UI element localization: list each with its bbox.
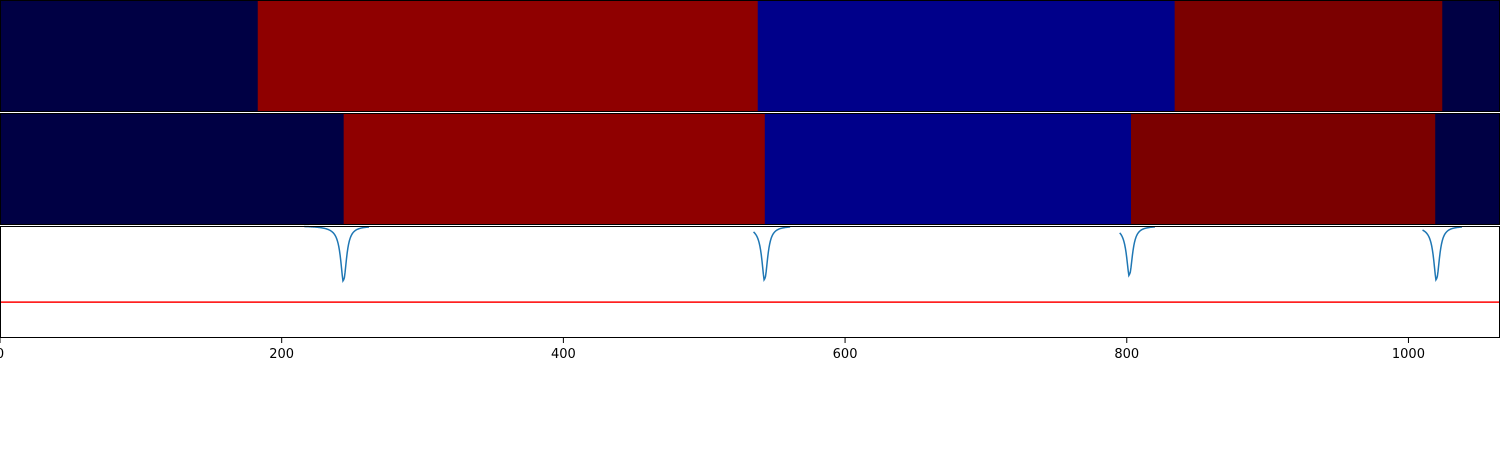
segment-cell	[1435, 113, 1500, 225]
signal-dip	[304, 225, 370, 283]
segment-cell	[757, 0, 1176, 112]
signal-frame	[0, 226, 1500, 338]
segment-cell	[0, 0, 259, 112]
x-tick-label: 400	[551, 347, 576, 362]
x-axis: 0 200 400 600 800 1000	[0, 338, 1425, 362]
x-tick-label: 1000	[1392, 347, 1425, 362]
signal-panel	[0, 225, 1500, 338]
x-tick-label: 800	[1114, 347, 1139, 362]
segment-cell	[257, 0, 759, 112]
segment-cell	[0, 113, 345, 225]
segment-cell	[764, 113, 1132, 225]
segment-cell	[1174, 0, 1443, 112]
segment-row-2	[0, 113, 1500, 225]
signal-dip	[1422, 226, 1463, 282]
segment-cell	[1130, 113, 1436, 225]
segment-cell	[343, 113, 766, 225]
segment-rows	[0, 0, 1500, 225]
segment-cell	[1442, 0, 1500, 112]
x-tick-label: 200	[269, 347, 294, 362]
x-tick-label: 600	[833, 347, 858, 362]
signal-dip	[1119, 226, 1155, 278]
x-tick-label: 0	[0, 347, 4, 362]
signal-dip	[753, 226, 791, 282]
segment-row-1	[0, 0, 1500, 112]
